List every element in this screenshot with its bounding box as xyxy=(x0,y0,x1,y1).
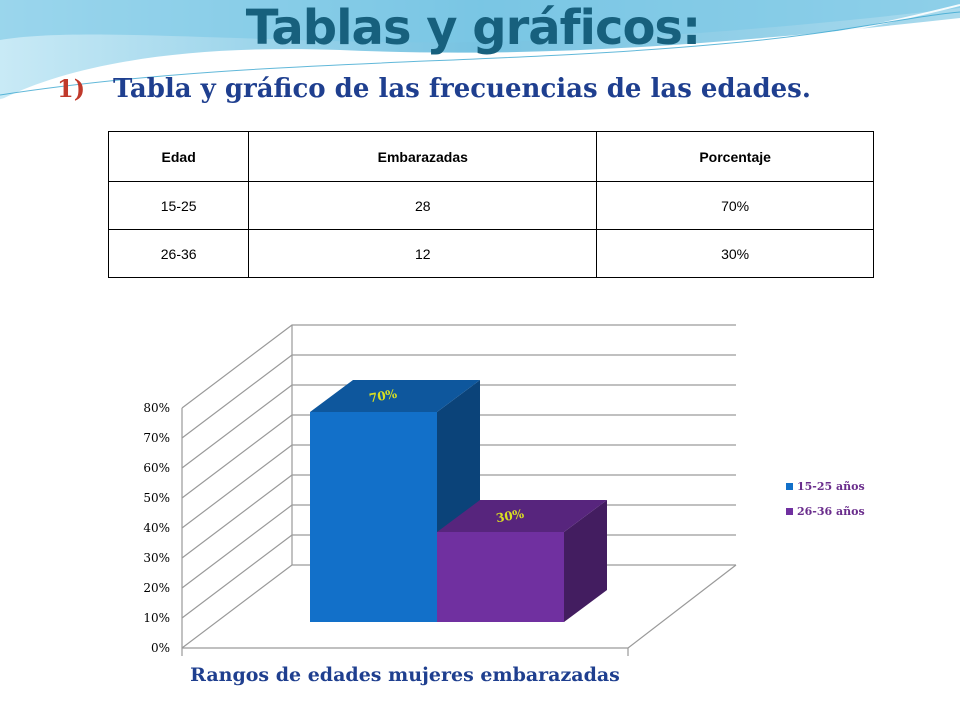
table-row: 26-36 12 30% xyxy=(107,229,874,278)
y-tick-label: 70% xyxy=(143,431,170,445)
y-tick-label: 20% xyxy=(143,581,170,595)
chart-bars: 70% 30% xyxy=(310,380,607,622)
bar-data-label: 70% xyxy=(368,387,399,406)
table-cell: 30% xyxy=(596,229,874,278)
legend-swatch xyxy=(786,483,793,490)
chart-legend: 15-25 años 26-36 años xyxy=(786,480,865,518)
bar-top xyxy=(437,500,607,532)
table-header-row: Edad Embarazadas Porcentaje xyxy=(107,131,874,182)
header-wave-decoration xyxy=(0,0,960,101)
subtitle-text: Tabla y gráfico de las frecuencias de la… xyxy=(113,74,811,104)
table-cell: 70% xyxy=(596,181,874,230)
table-cell: 12 xyxy=(248,229,598,278)
y-tick-label: 0% xyxy=(151,641,170,655)
bar-chart: 0% 10% 20% 30% 40% 50% 60% 70% 80% 70% 30% 15-25 … xyxy=(143,324,865,686)
bar-side xyxy=(564,500,607,622)
legend-label: 26-36 años xyxy=(797,505,865,518)
table-header: Edad xyxy=(107,131,250,182)
table-cell: 26-36 xyxy=(107,229,250,278)
table-header: Porcentaje xyxy=(596,131,874,182)
table-cell: 15-25 xyxy=(107,181,250,230)
chart-title: Rangos de edades mujeres embarazadas xyxy=(190,664,620,686)
y-tick-label: 40% xyxy=(143,521,170,535)
bar xyxy=(437,532,564,622)
bar-top xyxy=(310,380,480,412)
subtitle-number: 1) xyxy=(57,74,86,103)
y-axis-ticks: 0% 10% 20% 30% 40% 50% 60% 70% 80% xyxy=(143,401,170,655)
y-tick-label: 50% xyxy=(143,491,170,505)
table-cell: 28 xyxy=(248,181,598,230)
bar xyxy=(310,412,437,622)
y-tick-label: 80% xyxy=(143,401,170,415)
frequency-table: Edad Embarazadas Porcentaje 15-25 28 70%… xyxy=(107,131,874,278)
y-tick-label: 10% xyxy=(143,611,170,625)
bar-data-label: 30% xyxy=(495,507,526,526)
slide-title: Tablas y gráficos: xyxy=(245,0,701,56)
legend-label: 15-25 años xyxy=(797,480,865,493)
table-row: 15-25 28 70% xyxy=(107,181,874,230)
legend-swatch xyxy=(786,508,793,515)
slide-subtitle: 1) Tabla y gráfico de las frecuencias de … xyxy=(57,74,937,114)
y-tick-label: 60% xyxy=(143,461,170,475)
table-header: Embarazadas xyxy=(248,131,598,182)
y-tick-label: 30% xyxy=(143,551,170,565)
